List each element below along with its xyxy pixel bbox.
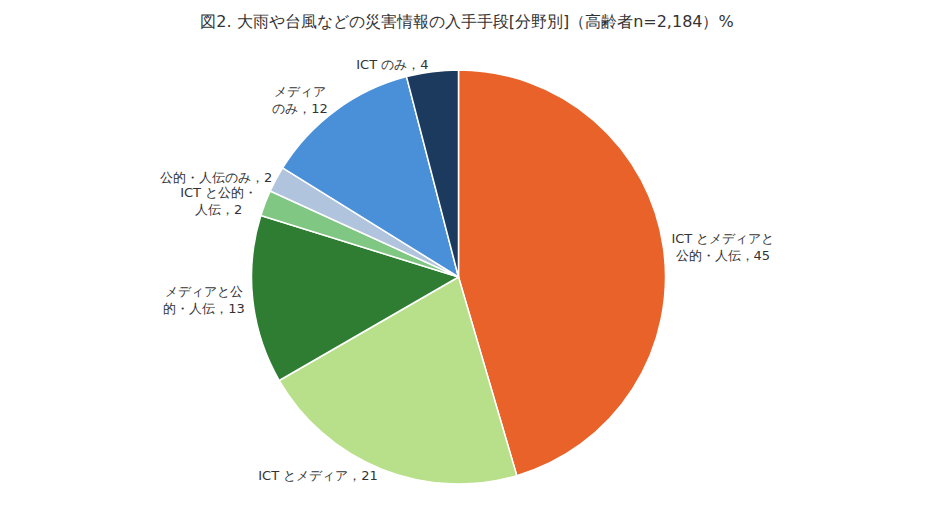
svg-text:図2. 大雨や台風などの災害情報の入手手段[分野別]（高齢者: 図2. 大雨や台風などの災害情報の入手手段[分野別]（高齢者n=2,184）% xyxy=(200,12,733,31)
svg-text:公的・人伝のみ，2: 公的・人伝のみ，2 xyxy=(160,170,272,185)
svg-text:ICT のみ，4: ICT のみ，4 xyxy=(356,57,428,72)
svg-text:メディアのみ，12: メディアのみ，12 xyxy=(272,84,328,116)
svg-text:メディアと公的・人伝，13: メディアと公的・人伝，13 xyxy=(163,284,245,316)
svg-text:ICT と公的・人伝，2: ICT と公的・人伝，2 xyxy=(180,185,257,217)
svg-text:ICT とメディア，21: ICT とメディア，21 xyxy=(258,468,378,483)
svg-text:ICT とメディアと公的・人伝，45: ICT とメディアと公的・人伝，45 xyxy=(671,231,774,263)
